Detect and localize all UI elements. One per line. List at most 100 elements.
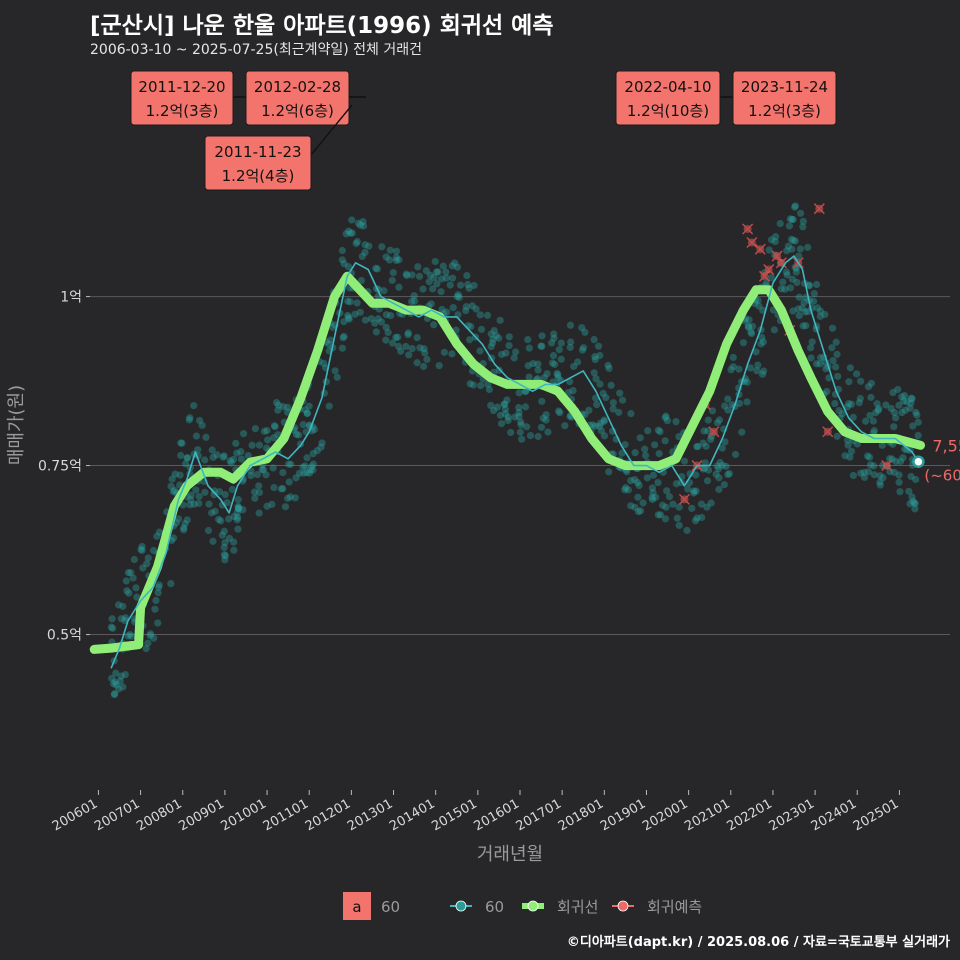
trade-point xyxy=(865,453,874,461)
trade-point xyxy=(849,471,857,480)
trade-point xyxy=(279,403,287,411)
trade-point xyxy=(442,274,451,282)
trade-point xyxy=(627,410,635,418)
trade-point xyxy=(438,305,446,314)
annotation-value: 1.2억(3층) xyxy=(146,102,219,120)
trade-point xyxy=(781,285,789,293)
forecast-marker xyxy=(754,243,766,255)
trade-point xyxy=(905,487,913,495)
trade-point xyxy=(111,690,119,698)
trade-point xyxy=(911,505,919,513)
trade-point xyxy=(731,450,740,459)
trade-point xyxy=(356,221,364,229)
trade-point xyxy=(794,305,802,313)
trade-point xyxy=(873,400,881,408)
trade-point xyxy=(382,323,390,331)
trade-point xyxy=(828,324,837,332)
trade-point xyxy=(198,421,206,429)
trade-point xyxy=(152,596,160,605)
x-tick-label: 201301 xyxy=(345,796,395,834)
trade-point xyxy=(233,509,241,517)
trade-point xyxy=(863,452,872,460)
trade-point xyxy=(526,431,535,440)
trade-point xyxy=(468,302,476,310)
trade-point xyxy=(129,574,137,582)
trade-point xyxy=(168,475,176,483)
trade-point xyxy=(233,516,241,524)
trade-point xyxy=(692,487,700,495)
trade-point xyxy=(534,432,542,441)
annotation-value: 1.2억(6층) xyxy=(261,102,334,120)
trade-point xyxy=(578,346,587,354)
trade-point xyxy=(554,374,562,382)
trade-point xyxy=(392,247,401,255)
x-tick-label: 201201 xyxy=(303,796,353,834)
trade-point xyxy=(718,444,726,452)
trade-point xyxy=(111,678,119,686)
y-axis-title: 매매가(원) xyxy=(6,385,27,465)
trade-point xyxy=(504,413,512,421)
trade-point xyxy=(346,229,354,237)
trade-point xyxy=(239,506,247,514)
trade-point xyxy=(538,342,546,350)
trade-point xyxy=(505,333,513,341)
trade-point xyxy=(268,500,276,508)
trade-point xyxy=(285,478,293,486)
trade-point xyxy=(908,395,916,403)
trade-point xyxy=(274,431,282,439)
trade-point xyxy=(534,366,542,374)
annotation-date: 2023-11-24 xyxy=(741,78,828,96)
trade-point xyxy=(622,484,630,492)
trade-point xyxy=(615,408,623,416)
trade-point xyxy=(659,501,667,509)
trade-point xyxy=(845,399,853,408)
trade-point xyxy=(832,363,840,371)
trade-point xyxy=(891,414,900,422)
trade-point xyxy=(331,367,339,375)
trade-point xyxy=(656,511,665,519)
x-tick-label: 201801 xyxy=(556,796,606,834)
trade-point xyxy=(448,350,456,358)
forecast-marker xyxy=(678,493,690,505)
trade-point xyxy=(816,312,824,320)
x-tick-label: 201901 xyxy=(598,796,648,834)
trade-point xyxy=(423,355,431,364)
trade-point xyxy=(178,439,186,447)
trade-point xyxy=(146,631,154,640)
trade-point xyxy=(870,471,878,479)
trade-point xyxy=(907,394,915,402)
trade-point xyxy=(698,513,706,522)
trade-point xyxy=(596,422,604,430)
trade-point xyxy=(415,272,424,280)
trade-point xyxy=(697,500,706,508)
trade-point xyxy=(913,411,921,419)
trade-point xyxy=(301,462,309,470)
trade-point xyxy=(554,371,562,379)
trade-point xyxy=(799,322,807,330)
trade-point xyxy=(501,405,509,413)
trade-point xyxy=(501,410,510,418)
trade-point xyxy=(898,408,906,417)
trade-point xyxy=(722,462,730,470)
annotation-date: 2011-11-23 xyxy=(214,143,301,161)
trade-point xyxy=(456,281,465,289)
trade-point xyxy=(699,439,707,447)
trade-point xyxy=(395,283,403,291)
trade-point xyxy=(467,322,475,331)
trade-point xyxy=(270,434,278,442)
trade-point xyxy=(867,393,875,402)
trade-point xyxy=(912,408,920,417)
trade-point xyxy=(896,457,905,466)
trade-point xyxy=(484,380,492,388)
trade-point xyxy=(204,526,213,535)
trade-point xyxy=(285,460,293,468)
trade-point xyxy=(713,419,722,427)
trade-point xyxy=(797,209,805,217)
trade-point xyxy=(466,380,474,388)
trade-point xyxy=(407,297,416,306)
chart-title: [군산시] 나운 한울 아파트(1996) 회귀선 예측 xyxy=(90,13,554,39)
trade-point xyxy=(579,344,588,352)
trade-point xyxy=(862,417,870,425)
trade-point xyxy=(661,437,669,445)
trade-point xyxy=(329,323,337,331)
